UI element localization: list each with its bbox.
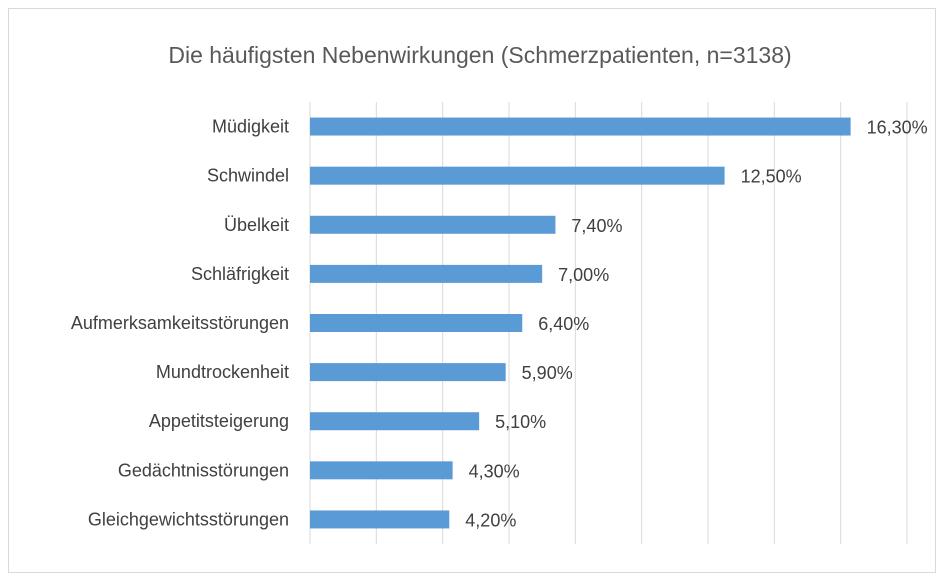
data-label: 12,50%	[741, 167, 802, 187]
labels: Müdigkeit 16,30% Schwindel 12,50% Übelkeit 7,…	[71, 117, 928, 531]
category-label: Gedächtnisstörungen	[118, 460, 289, 480]
data-label: 7,00%	[558, 265, 609, 285]
bar	[310, 510, 450, 529]
data-label: 7,40%	[571, 216, 622, 236]
data-label: 4,30%	[469, 461, 520, 481]
bar	[310, 412, 480, 431]
category-label: Schwindel	[207, 166, 289, 186]
data-label: 5,10%	[495, 412, 546, 432]
data-label: 5,90%	[522, 363, 573, 383]
bar	[310, 314, 523, 332]
category-label: Müdigkeit	[212, 117, 289, 137]
bar	[310, 166, 725, 185]
bar	[310, 117, 851, 136]
category-label: Aufmerksamkeitsstörungen	[71, 313, 289, 333]
category-label: Mundtrockenheit	[156, 362, 289, 382]
category-label: Appetitsteigerung	[149, 411, 289, 431]
category-label: Schläfrigkeit	[191, 264, 289, 284]
bar-chart: Die häufigsten Nebenwirkungen (Schmerzpa…	[71, 42, 928, 544]
bar	[310, 215, 556, 234]
chart-title: Die häufigsten Nebenwirkungen (Schmerzpa…	[168, 42, 791, 68]
category-label: Gleichgewichtsstörungen	[88, 509, 289, 529]
bar	[310, 461, 453, 480]
chart-container: Die häufigsten Nebenwirkungen (Schmerzpa…	[8, 8, 936, 573]
bar	[310, 363, 506, 382]
category-label: Übelkeit	[224, 215, 289, 235]
data-label: 4,20%	[465, 510, 516, 530]
bars	[310, 117, 851, 529]
data-label: 6,40%	[538, 314, 589, 334]
bar	[310, 264, 543, 283]
data-label: 16,30%	[867, 118, 928, 138]
